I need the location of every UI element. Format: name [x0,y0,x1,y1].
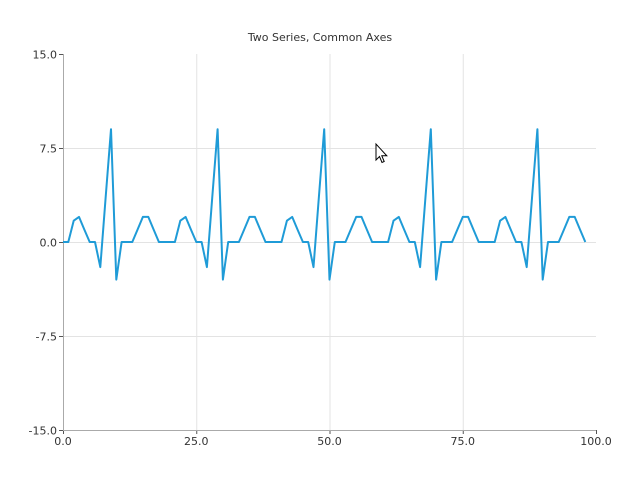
chart-title: Two Series, Common Axes [247,31,392,44]
y-tick-label: 7.5 [40,143,58,156]
mouse-cursor-icon [375,142,388,164]
grid [63,54,596,430]
x-tick-label: 50.0 [317,435,342,448]
tick-labels: 0.0 25.0 50.0 75.0 100.0 -15.0 -7.5 0.0 7.5 15.0 [29,49,612,449]
y-tick-label: -7.5 [36,331,57,344]
x-tick-label: 25.0 [184,435,209,448]
y-tick-label: -15.0 [29,425,57,438]
x-tick-label: 0.0 [54,435,72,448]
x-tick-label: 75.0 [451,435,476,448]
series-line [63,128,587,281]
y-tick-label: 0.0 [40,237,58,250]
y-tick-label: 15.0 [33,49,58,62]
series-layer [63,128,587,281]
x-tick-label: 100.0 [580,435,612,448]
